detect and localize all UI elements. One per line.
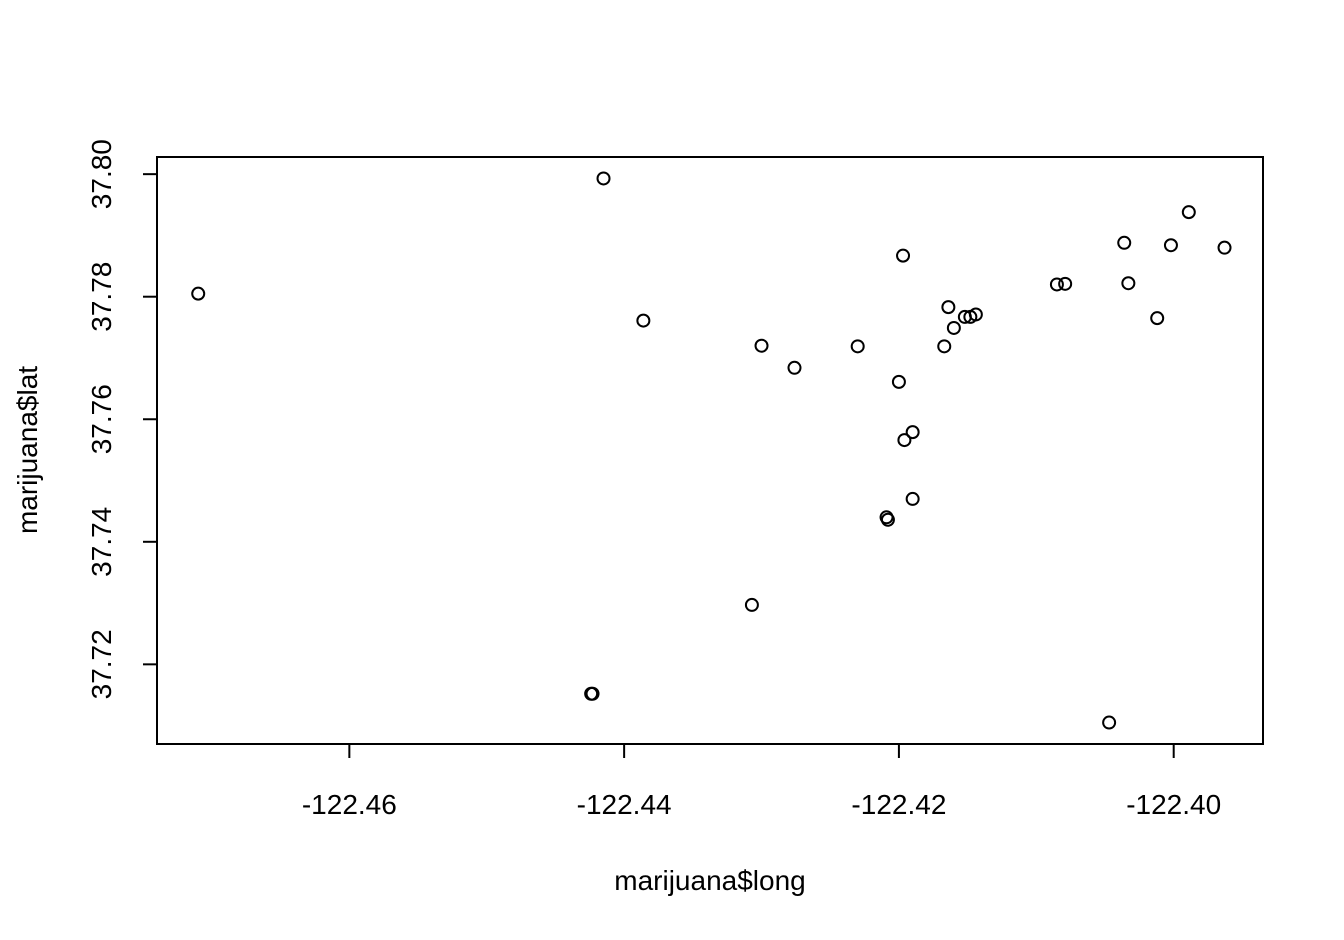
x-axis: -122.46 -122.44 -122.42 -122.40: [302, 743, 1221, 820]
scatter-point: [896, 248, 911, 263]
scatter-point: [1150, 311, 1165, 326]
scatter-point: [1121, 276, 1136, 291]
scatter-point: [596, 171, 611, 186]
x-axis-label: marijuana$long: [614, 865, 805, 896]
scatter-point: [636, 313, 651, 328]
scatter-point: [905, 425, 920, 440]
scatter-point: [937, 339, 952, 354]
scatter-point: [191, 286, 206, 301]
scatter-point: [1058, 276, 1073, 291]
scatter-point: [897, 433, 912, 448]
scatter-point: [968, 307, 983, 322]
scatter-point: [880, 512, 895, 527]
scatter-point: [744, 597, 759, 612]
scatter-point: [1102, 715, 1117, 730]
y-tick-label: 37.76: [86, 384, 117, 454]
scatter-point: [1217, 240, 1232, 255]
y-axis: 37.72 37.74 37.76 37.78 37.80: [86, 139, 158, 699]
scatter-point: [941, 300, 956, 315]
scatter-point: [905, 491, 920, 506]
y-tick-label: 37.78: [86, 262, 117, 332]
y-tick-label: 37.74: [86, 507, 117, 577]
scatter-point: [787, 360, 802, 375]
scatter-point: [1049, 277, 1064, 292]
x-tick-label: -122.46: [302, 789, 397, 820]
x-tick-label: -122.40: [1126, 789, 1221, 820]
y-tick-label: 37.72: [86, 629, 117, 699]
scatter-point: [584, 686, 599, 701]
scatter-point: [1163, 238, 1178, 253]
scatter-point: [891, 374, 906, 389]
y-axis-label: marijuana$lat: [12, 366, 43, 534]
plot-frame: [156, 156, 1264, 745]
scatter-point: [946, 320, 961, 335]
scatter-point: [1181, 205, 1196, 220]
x-tick-label: -122.42: [851, 789, 946, 820]
scatter-point: [1117, 235, 1132, 250]
x-tick-label: -122.44: [577, 789, 672, 820]
data-points: [191, 171, 1232, 730]
scatter-point: [754, 338, 769, 353]
y-tick-label: 37.80: [86, 139, 117, 209]
scatter-point: [850, 339, 865, 354]
